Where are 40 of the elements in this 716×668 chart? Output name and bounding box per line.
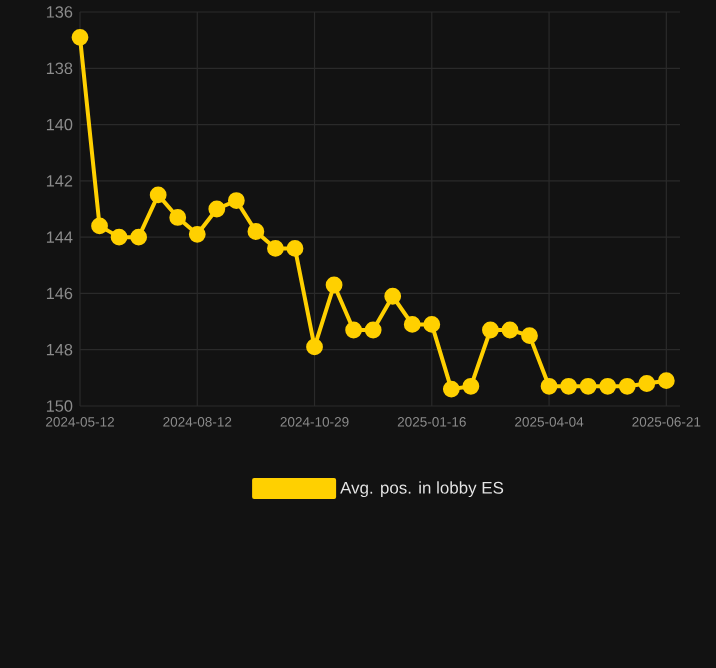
point [267, 240, 284, 257]
point [286, 240, 304, 257]
point [169, 209, 187, 226]
point [521, 327, 538, 345]
point [208, 200, 226, 218]
point [657, 372, 675, 390]
point [149, 186, 167, 204]
point [560, 377, 578, 395]
y-tick-label: 136 [46, 6, 73, 18]
point [482, 321, 499, 339]
point [618, 377, 636, 395]
point [345, 321, 363, 339]
y-tick-label: 144 [46, 231, 73, 243]
point [91, 217, 108, 235]
point [325, 276, 343, 294]
y-tick-label: 146 [46, 287, 73, 300]
y-tick-label: 150 [46, 400, 73, 412]
point [71, 28, 89, 46]
point [501, 321, 519, 339]
point [130, 228, 148, 246]
point [364, 321, 382, 339]
legend-label: Avg. pos. in lobby ES [340, 481, 504, 498]
point [188, 225, 206, 243]
point [442, 380, 460, 398]
point [403, 315, 421, 333]
y-tick-label: 138 [46, 62, 73, 75]
point [540, 377, 558, 395]
point [306, 338, 323, 356]
point [247, 223, 265, 240]
point [599, 377, 617, 395]
point [462, 377, 480, 395]
y-tick-label: 148 [46, 343, 73, 356]
point [227, 192, 245, 209]
point [423, 315, 441, 333]
point [579, 377, 597, 395]
y-tick-label: 140 [46, 118, 73, 131]
y-tick-label: 142 [46, 175, 73, 187]
point [384, 287, 402, 305]
point [638, 375, 656, 392]
point [110, 228, 128, 246]
